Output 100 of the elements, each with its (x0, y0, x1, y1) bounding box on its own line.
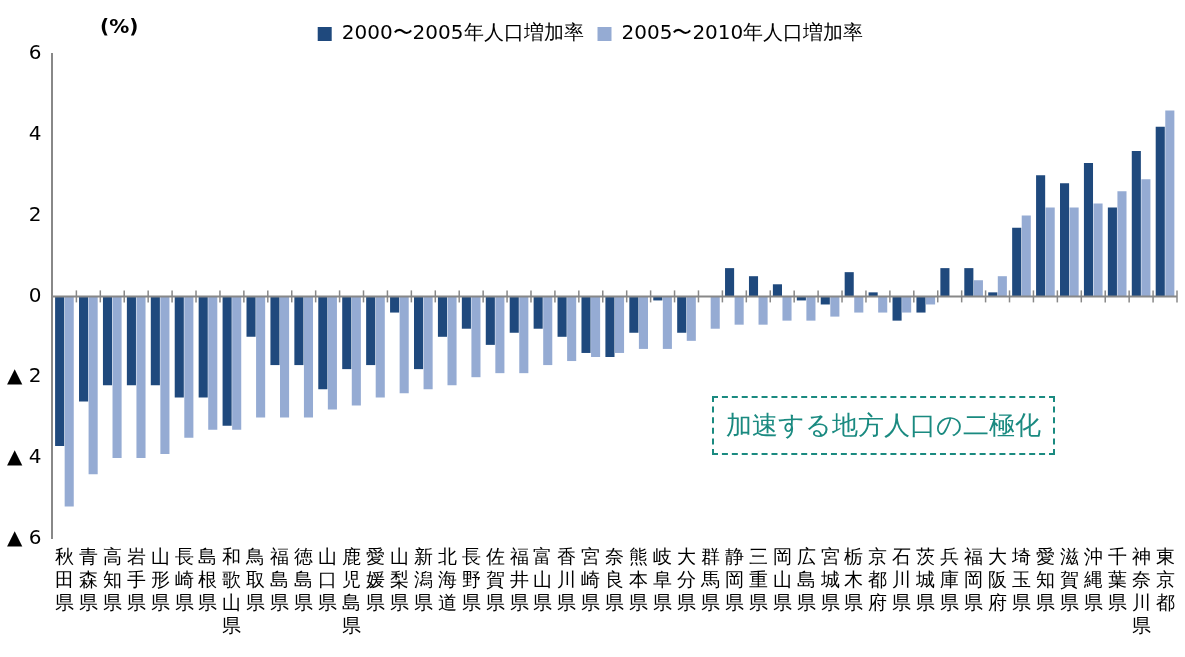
bar (112, 296, 122, 458)
x-tick-label: 佐賀県 (485, 545, 505, 613)
x-tick-label: 大阪府 (988, 545, 1008, 613)
x-tick-label: 愛知県 (1035, 545, 1055, 613)
x-tick-label: 秋田県 (54, 545, 74, 613)
bar (509, 296, 519, 333)
y-axis-title: (%) (100, 14, 139, 38)
x-tick-label: 奈良県 (605, 545, 625, 613)
x-tick-label: 東京都 (1155, 545, 1175, 613)
x-tick-label: 青森県 (78, 545, 98, 613)
x-tick-label: 茨城県 (915, 545, 936, 613)
bar (758, 296, 768, 325)
bar (280, 296, 290, 418)
bar (964, 268, 974, 297)
bar (1141, 179, 1151, 297)
x-tick-label: 香川県 (557, 545, 577, 613)
bar (614, 296, 625, 353)
bar (1165, 110, 1175, 297)
x-tick-label: 静岡県 (724, 545, 744, 613)
bar (1060, 183, 1070, 297)
bar (1131, 150, 1141, 297)
bar (710, 296, 720, 329)
bar (256, 296, 266, 418)
bar (102, 296, 113, 386)
bar (390, 296, 400, 313)
bar (1155, 126, 1165, 297)
bar (854, 296, 864, 313)
bar (1045, 207, 1055, 297)
bar (686, 296, 696, 341)
x-tick-label: 広島県 (796, 545, 816, 613)
bar (997, 276, 1007, 297)
bar (208, 296, 218, 430)
bar (629, 296, 639, 333)
x-tick-label: 新潟県 (413, 545, 433, 613)
bar (88, 296, 98, 475)
x-tick-label: 沖縄県 (1082, 545, 1103, 613)
bar (916, 296, 926, 313)
x-tick-label: 高知県 (102, 545, 122, 613)
bar (461, 296, 471, 329)
x-tick-label: 長野県 (461, 545, 481, 613)
x-tick-label: 北海道 (437, 545, 457, 613)
bar (1012, 227, 1022, 297)
bar (806, 296, 816, 321)
bar (232, 296, 242, 430)
bar (327, 296, 337, 410)
x-tick-label: 徳島県 (294, 545, 314, 613)
bar (844, 272, 854, 297)
bar (1117, 191, 1127, 297)
bar (543, 296, 553, 366)
legend-label: 2000〜2005年人口増加率 (341, 20, 584, 45)
bar (64, 296, 74, 507)
bar (782, 296, 792, 321)
bar (1069, 207, 1079, 297)
bar (150, 296, 160, 386)
legend-label: 2005〜2010年人口増加率 (621, 20, 864, 45)
x-tick-label: 愛媛県 (365, 545, 385, 613)
x-tick-label: 群馬県 (699, 545, 720, 613)
x-tick-label: 宮崎県 (581, 545, 601, 613)
bar (79, 296, 89, 402)
bar (447, 296, 457, 386)
bar (413, 296, 424, 370)
bar (734, 296, 744, 325)
x-tick-label: 鹿児島県 (342, 545, 362, 636)
y-tick-label: 2 (28, 201, 42, 226)
x-tick-label: 熊本県 (629, 545, 649, 613)
bar (1036, 175, 1046, 297)
bar (605, 296, 615, 357)
x-tick-label: 宮城県 (819, 545, 840, 613)
x-tick-label: 和歌山県 (222, 545, 242, 636)
bar (581, 296, 591, 353)
bar (830, 296, 840, 317)
x-tick-label: 栃木県 (844, 545, 864, 613)
x-tick-label: 滋賀県 (1059, 545, 1079, 613)
bar (303, 296, 314, 418)
bar (184, 296, 194, 438)
bar (567, 296, 577, 362)
x-tick-label: 岩手県 (126, 545, 146, 613)
bar (437, 296, 448, 337)
x-tick-label: 岐阜県 (653, 545, 673, 613)
bar (677, 296, 687, 333)
bar (638, 296, 648, 349)
bar (174, 296, 184, 398)
x-tick-label: 福井県 (509, 545, 529, 613)
bar (160, 296, 170, 454)
x-tick-label: 岡山県 (772, 545, 792, 613)
bar (366, 296, 376, 366)
bar (375, 296, 385, 398)
bar (342, 296, 352, 370)
bar (55, 296, 65, 446)
bar (662, 296, 672, 349)
x-tick-label: 神奈川県 (1131, 545, 1151, 636)
bar (351, 296, 361, 406)
x-tick-label: 鳥取県 (245, 545, 266, 613)
x-tick-label: 長崎県 (174, 545, 194, 613)
y-tick-label: 6 (28, 40, 42, 65)
bar (246, 296, 256, 337)
bar (1021, 215, 1031, 297)
bar (902, 296, 912, 313)
bar (423, 296, 433, 390)
x-tick-label: 三重県 (748, 545, 768, 613)
